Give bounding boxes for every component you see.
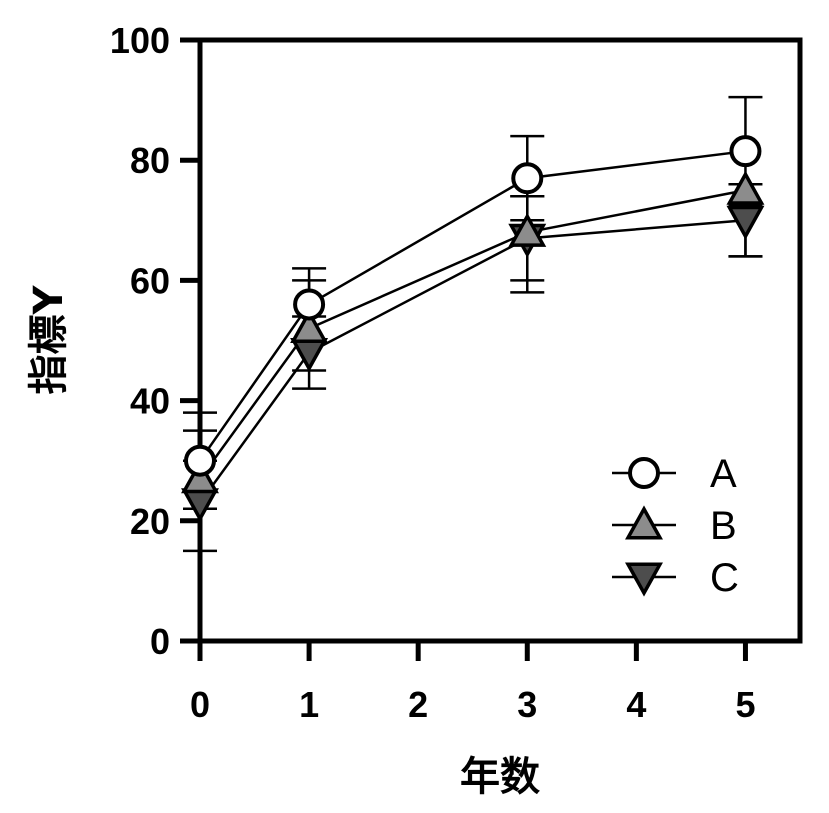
x-tick-label: 3 [517,684,537,725]
x-tick-label: 0 [190,684,210,725]
x-tick-label: 5 [735,684,755,725]
series-line-C [198,219,746,504]
data-point-B [290,308,329,344]
y-tick-label: 80 [130,140,170,181]
data-point-C [290,337,329,373]
legend-label-B: B [710,504,737,548]
legend-marker-C [625,562,663,597]
series-layer [181,95,765,553]
legend-label-A: A [710,452,737,496]
data-point-B [508,212,547,247]
x-tick-label: 1 [299,684,319,725]
series-line-B [198,189,746,480]
y-tick-label: 20 [130,501,170,542]
y-tick-label: 100 [110,20,170,61]
data-point-A [729,135,762,168]
data-point-A [511,162,544,195]
y-tick-label: 60 [130,260,170,301]
series-line-A [198,149,746,462]
y-tick-label: 40 [130,381,170,422]
error-bars-B [183,182,763,511]
legend: ABC [612,452,739,600]
data-point-C [181,488,219,523]
plot-frame [197,37,803,644]
legend-marker-A [628,457,660,489]
y-tick-label: 0 [150,621,170,662]
axes: 0 20 40 60 80 100 0 1 2 3 4 5 [110,20,803,725]
legend-label-C: C [710,556,739,600]
data-point-A [293,288,326,321]
data-point-A [184,444,216,477]
legend-marker-B [625,505,663,540]
data-point-C [726,205,765,240]
x-tick-label: 2 [408,684,428,725]
y-axis-title: 指標Y [26,284,72,394]
data-point-B [181,459,219,494]
x-axis-title: 年数 [460,754,540,800]
error-bars-C [183,195,763,553]
data-point-B [726,170,765,205]
x-tick-label: 4 [626,684,646,725]
